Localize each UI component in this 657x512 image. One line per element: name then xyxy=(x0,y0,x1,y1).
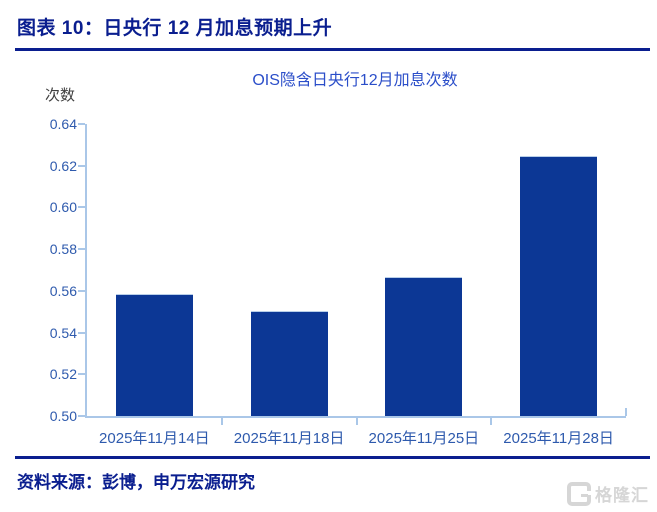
y-tick-label: 0.54 xyxy=(49,324,77,341)
x-tick-label: 2025年11月28日 xyxy=(503,430,614,447)
bar xyxy=(115,294,193,416)
y-tick-label: 0.64 xyxy=(49,116,77,132)
y-tick-label: 0.56 xyxy=(49,282,77,299)
x-axis-end-tick xyxy=(625,408,627,416)
x-boundary-tick xyxy=(355,418,358,425)
y-tick-label: 0.58 xyxy=(49,241,77,258)
y-tick-mark xyxy=(78,373,85,376)
y-tick-mark xyxy=(78,206,85,209)
y-tick-label: 0.62 xyxy=(49,157,77,174)
y-tick-mark xyxy=(78,331,85,334)
plot-area: 0.64 0.62 0.60 0.58 0.56 0.54 0.52 0.50 2025年11月… xyxy=(50,116,627,447)
source-divider xyxy=(15,456,650,459)
x-boundary-tick xyxy=(490,418,493,425)
x-boundary-tick xyxy=(220,418,223,425)
chart-title: OIS隐含日央行12月加息次数 xyxy=(252,72,458,89)
x-tick-label: 2025年11月18日 xyxy=(233,430,345,447)
x-tick-label: 2025年11月14日 xyxy=(99,430,210,447)
y-axis-unit-label: 次数 xyxy=(45,87,76,104)
figure-title: 图表 10：日央行 12 月加息预期上升 xyxy=(17,18,333,39)
y-tick-label: 0.50 xyxy=(49,408,77,424)
x-tick-label: 2025年11月25日 xyxy=(368,430,480,447)
y-tick-mark xyxy=(78,415,85,417)
bar xyxy=(520,156,598,416)
y-tick-label: 0.52 xyxy=(49,366,77,383)
watermark-brand-text: 格隆汇 xyxy=(595,486,649,505)
title-underline xyxy=(15,48,650,51)
y-tick-mark xyxy=(78,248,85,251)
watermark-g-icon xyxy=(567,481,591,506)
y-tick-mark xyxy=(78,164,85,167)
bar xyxy=(385,277,463,416)
source-text: 资料来源：彭博，申万宏源研究 xyxy=(17,473,255,492)
watermark-logo: 格隆汇 xyxy=(567,481,649,506)
y-tick-mark xyxy=(78,123,85,125)
bar xyxy=(250,310,328,416)
y-tick-mark xyxy=(78,289,85,292)
y-tick-label: 0.60 xyxy=(49,199,77,216)
